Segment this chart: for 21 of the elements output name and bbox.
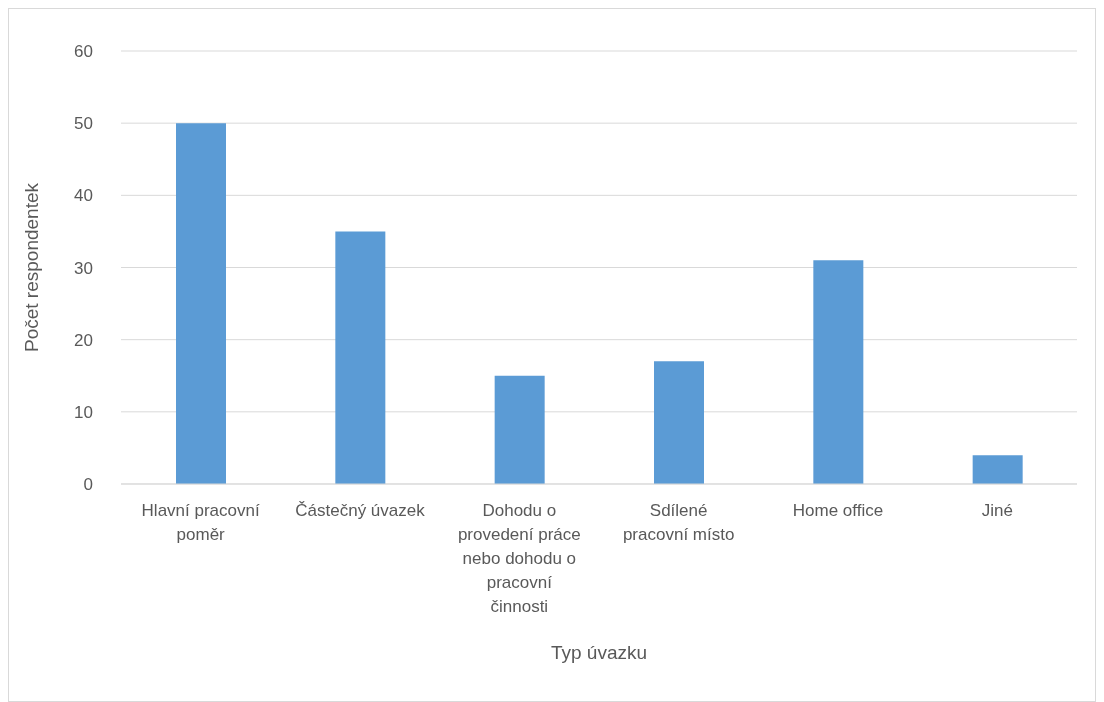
bar: [654, 361, 704, 484]
bar: [972, 455, 1023, 484]
x-tick-label: Částečný úvazek: [295, 501, 426, 520]
y-tick-label: 50: [74, 114, 93, 134]
y-tick-label: 30: [74, 258, 93, 278]
x-tick-label: Jiné: [981, 501, 1013, 520]
bar: [176, 123, 226, 484]
bar: [813, 260, 864, 484]
bar: [335, 231, 386, 484]
x-tick-label: Sdílené pracovní místo: [622, 501, 735, 544]
x-tick-label: Dohodu o provedení práce nebo dohodu o pracovní činnosti: [457, 501, 581, 616]
x-axis-title: Typ úvazku: [550, 642, 648, 663]
y-tick-label: 10: [74, 402, 93, 422]
x-tick-label: Hlavní pracovní poměr: [141, 501, 260, 544]
y-tick-label: 40: [74, 186, 93, 206]
y-tick-label: 20: [74, 330, 93, 350]
y-tick-label: 60: [74, 42, 93, 62]
y-axis-title: Počet respondentek: [20, 182, 42, 353]
y-tick-label: 0: [83, 475, 93, 495]
x-tick-label: Home office: [792, 501, 884, 520]
bar: [494, 375, 545, 484]
